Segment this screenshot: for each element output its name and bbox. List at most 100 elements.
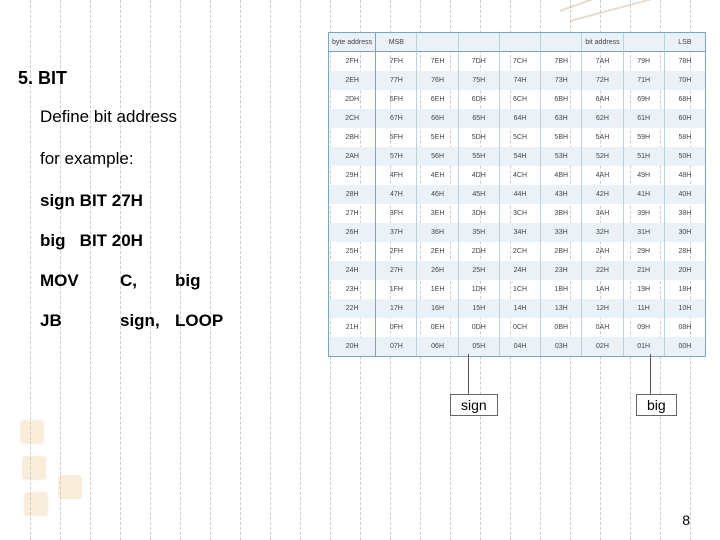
table-row: 25H2FH2EH2DH2CH2BH2AH29H28H (329, 242, 705, 261)
bit-address-cell: 55H (459, 147, 500, 166)
bit-address-cell: 36H (417, 223, 458, 242)
bit-address-cell: 44H (500, 185, 541, 204)
callout-line-big (650, 354, 651, 396)
bit-address-cell: 39H (624, 204, 665, 223)
callout-label-sign: sign (450, 394, 498, 416)
bit-address-cell: 4FH (376, 166, 417, 185)
bit-address-cell: 0AH (582, 318, 623, 337)
bit-address-cell: 50H (665, 147, 705, 166)
table-row: 20H07H06H05H04H03H02H01H00H (329, 337, 705, 356)
bit-address-cell: 16H (417, 299, 458, 318)
bit-address-cell: 2DH (459, 242, 500, 261)
bit-address-cell: 49H (624, 166, 665, 185)
table-header-cell (624, 33, 665, 52)
bit-address-cell: 19H (624, 280, 665, 299)
table-row: 29H4FH4EH4DH4CH4BH4AH49H48H (329, 166, 705, 185)
bit-address-cell: 5DH (459, 128, 500, 147)
bit-address-cell: 6FH (376, 90, 417, 109)
bit-address-cell: 58H (665, 128, 705, 147)
table-row: 2BH5FH5EH5DH5CH5BH5AH59H58H (329, 128, 705, 147)
bit-address-cell: 4DH (459, 166, 500, 185)
table-row: 23H1FH1EH1DH1CH1BH1AH19H18H (329, 280, 705, 299)
bit-address-cell: 4BH (541, 166, 582, 185)
bit-address-cell: 28H (665, 242, 705, 261)
bit-address-cell: 06H (417, 337, 458, 356)
bit-address-cell: 5AH (582, 128, 623, 147)
bit-address-cell: 21H (624, 261, 665, 280)
bit-address-cell: 78H (665, 52, 705, 71)
bit-address-cell: 2AH (582, 242, 623, 261)
byte-address-cell: 27H (329, 204, 376, 223)
bit-address-cell: 61H (624, 109, 665, 128)
table-row: 22H17H16H15H14H13H12H11H10H (329, 299, 705, 318)
bit-address-cell: 74H (500, 71, 541, 90)
bit-address-cell: 12H (582, 299, 623, 318)
bit-address-cell: 09H (624, 318, 665, 337)
bit-address-cell: 05H (459, 337, 500, 356)
bit-address-cell: 43H (541, 185, 582, 204)
bit-address-cell: 68H (665, 90, 705, 109)
operand1: C, (120, 271, 175, 291)
bit-address-cell: 13H (541, 299, 582, 318)
bit-address-cell: 7AH (582, 52, 623, 71)
bit-address-cell: 2CH (500, 242, 541, 261)
bit-address-cell: 5BH (541, 128, 582, 147)
bit-address-cell: 29H (624, 242, 665, 261)
bit-address-cell: 33H (541, 223, 582, 242)
decoration (570, 0, 677, 22)
bit-address-cell: 7BH (541, 52, 582, 71)
table-row: 2FH7FH7EH7DH7CH7BH7AH79H78H (329, 52, 705, 71)
bit-address-cell: 5CH (500, 128, 541, 147)
bit-address-cell: 24H (500, 261, 541, 280)
code-row-mov: MOV C, big (40, 271, 298, 291)
bit-address-cell: 17H (376, 299, 417, 318)
bit-address-cell: 27H (376, 261, 417, 280)
bit-address-cell: 46H (417, 185, 458, 204)
byte-address-cell: 2DH (329, 90, 376, 109)
bit-address-cell: 0BH (541, 318, 582, 337)
bit-address-cell: 34H (500, 223, 541, 242)
bit-address-cell: 53H (541, 147, 582, 166)
bit-address-cell: 3BH (541, 204, 582, 223)
bit-address-cell: 32H (582, 223, 623, 242)
decoration (58, 475, 82, 499)
bit-address-cell: 1EH (417, 280, 458, 299)
operand2: big (175, 271, 201, 291)
bit-address-cell: 00H (665, 337, 705, 356)
bit-address-cell: 0EH (417, 318, 458, 337)
slide-text: 5. BIT Define bit address for example: s… (18, 68, 298, 351)
bit-address-cell: 3CH (500, 204, 541, 223)
bit-address-cell: 79H (624, 52, 665, 71)
bit-address-cell: 3EH (417, 204, 458, 223)
bit-address-cell: 23H (541, 261, 582, 280)
bit-address-cell: 02H (582, 337, 623, 356)
callout-label-big: big (636, 394, 677, 416)
bit-address-cell: 71H (624, 71, 665, 90)
opcode: JB (40, 311, 120, 331)
table-header-cell (417, 33, 458, 52)
decoration (20, 420, 44, 444)
bit-address-cell: 01H (624, 337, 665, 356)
bit-address-cell: 42H (582, 185, 623, 204)
bit-address-cell: 5FH (376, 128, 417, 147)
bit-address-cell: 41H (624, 185, 665, 204)
bit-address-cell: 1AH (582, 280, 623, 299)
bit-address-cell: 0FH (376, 318, 417, 337)
table-row: 2DH6FH6EH6DH6CH6BH6AH69H68H (329, 90, 705, 109)
bit-address-cell: 37H (376, 223, 417, 242)
code-line-big: big BIT 20H (40, 231, 298, 251)
bit-address-cell: 77H (376, 71, 417, 90)
table-row: 28H47H46H45H44H43H42H41H40H (329, 185, 705, 204)
opcode: MOV (40, 271, 120, 291)
bit-address-cell: 35H (459, 223, 500, 242)
bit-address-cell: 3AH (582, 204, 623, 223)
bit-address-cell: 14H (500, 299, 541, 318)
byte-address-cell: 2EH (329, 71, 376, 90)
byte-address-cell: 26H (329, 223, 376, 242)
decoration (560, 0, 673, 12)
operand1: sign, (120, 311, 175, 331)
table-row: 26H37H36H35H34H33H32H31H30H (329, 223, 705, 242)
bit-address-cell: 7CH (500, 52, 541, 71)
byte-address-cell: 22H (329, 299, 376, 318)
bit-address-cell: 57H (376, 147, 417, 166)
